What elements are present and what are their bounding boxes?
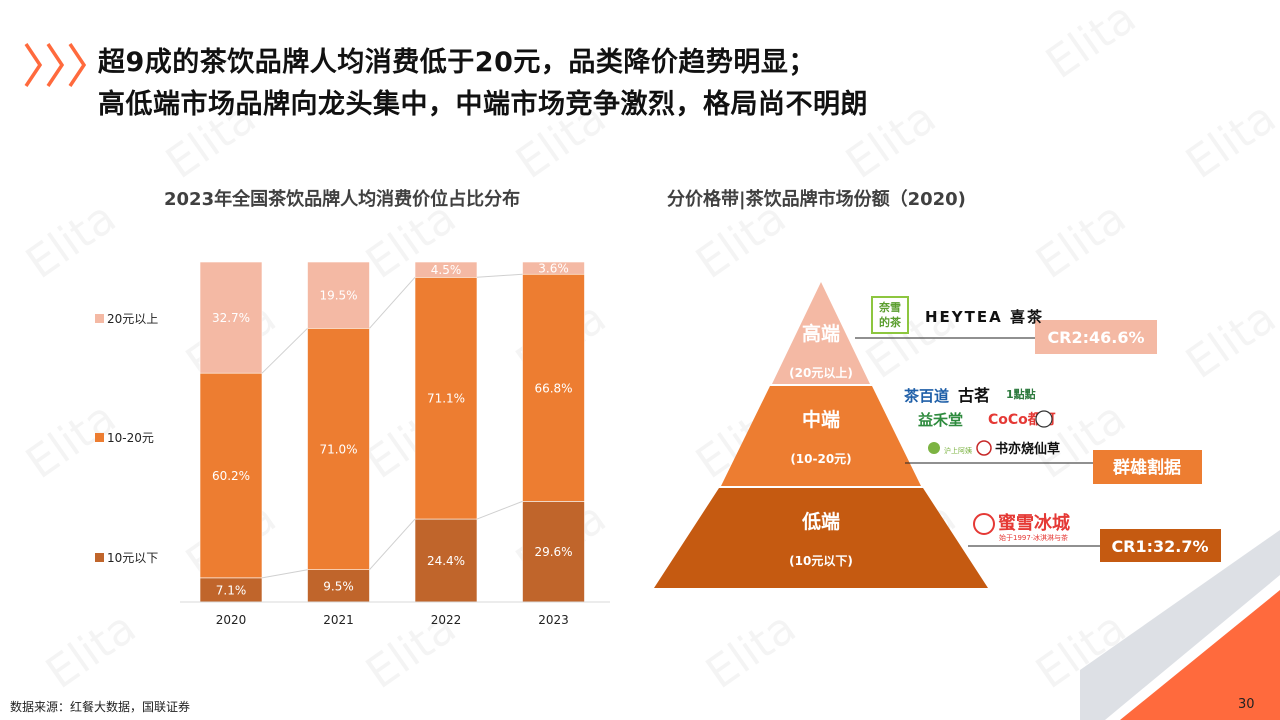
- bar-segment: [522, 501, 585, 603]
- series-connector: [369, 276, 416, 329]
- data-source: 数据来源：红餐大数据，国联证券: [10, 700, 191, 714]
- x-tick-label: 2023: [538, 613, 569, 627]
- series-connector: [476, 500, 523, 520]
- bar-chart-title: 2023年全国茶饮品牌人均消费价位占比分布: [164, 189, 521, 210]
- bar-segment: [307, 569, 370, 603]
- data-label: 3.6%: [538, 262, 569, 276]
- x-tick-label: 2021: [323, 613, 354, 627]
- series-connector: [369, 518, 416, 571]
- x-tick-label: 2020: [216, 613, 247, 627]
- legend-label: 20元以上: [107, 312, 158, 326]
- brand-shuyi: 书亦烧仙草: [995, 441, 1060, 457]
- data-label: 19.5%: [319, 289, 357, 303]
- price-tier-pyramid: 高端 (20元以上) 中端 (10-20元) 低端 (10元以下) CR2:46…: [654, 282, 1221, 588]
- page-number: 30: [1238, 697, 1255, 712]
- tier-mid-range: (10-20元): [790, 452, 851, 466]
- data-label: 9.5%: [323, 579, 354, 593]
- data-label: 71.0%: [319, 443, 357, 457]
- data-label: 29.6%: [534, 545, 572, 559]
- data-label: 32.7%: [212, 311, 250, 325]
- brand-mixue: 蜜雪冰城: [998, 512, 1070, 534]
- legend-swatch: [95, 433, 104, 442]
- series-connector: [261, 569, 308, 579]
- brand-yihetang: 益禾堂: [918, 411, 963, 429]
- data-label: 24.4%: [427, 554, 465, 568]
- tag-cr2: [1035, 320, 1157, 354]
- bar-segment: [307, 261, 370, 329]
- legend-swatch: [95, 553, 104, 562]
- data-label: 4.5%: [431, 263, 462, 277]
- tag-fragmented-text: 群雄割据: [1113, 457, 1181, 478]
- pyramid-title: 分价格带|茶饮品牌市场份额（2020): [667, 189, 966, 210]
- series-connector: [476, 273, 523, 278]
- page-title: 超9成的茶饮品牌人均消费低于20元，品类降价趋势明显； 高低端市场品牌向龙头集中…: [98, 42, 868, 126]
- svg-text:的茶: 的茶: [879, 315, 902, 329]
- bar-segment: [414, 518, 478, 603]
- bar-segment: [199, 261, 263, 374]
- brand-logo-nayuki: [871, 296, 909, 334]
- x-tick-label: 2022: [431, 613, 462, 627]
- bar-segment: [522, 273, 585, 502]
- tag-cr1-text: CR1:32.7%: [1111, 537, 1208, 556]
- stacked-bar-chart: 7.1% 60.2% 32.7% 2020 9.5% 71.0% 19.5% 2021 24.4…: [95, 261, 610, 627]
- brand-mixue-sub: 始于1997·冰淇淋与茶: [999, 533, 1068, 542]
- tag-cr1: [1100, 529, 1221, 562]
- brand-mixue-mascot: [973, 513, 995, 535]
- tier-low-range: (10元以下): [789, 554, 853, 568]
- svg-text:奈雪: 奈雪: [878, 300, 901, 314]
- data-label: 60.2%: [212, 469, 250, 483]
- bar-segment: [414, 276, 478, 520]
- pyramid-tier-mid: [721, 386, 921, 486]
- brand-coco-mascot: [1035, 410, 1053, 428]
- watermark-text: Elita: [1037, 0, 1145, 89]
- corner-decoration: [1080, 530, 1280, 720]
- legend-label: 10-20元: [107, 431, 154, 445]
- bar-segment: [307, 328, 370, 570]
- brand-hushang: 沪上阿姨: [944, 446, 972, 455]
- pyramid-tier-low: [654, 488, 988, 588]
- tier-low-name: 低端: [801, 510, 840, 533]
- tier-high-name: 高端: [802, 322, 840, 345]
- brand-guming: 古茗: [958, 386, 990, 405]
- bar-segment: [522, 261, 585, 275]
- data-label: 71.1%: [427, 392, 465, 406]
- title-line-1: 超9成的茶饮品牌人均消费低于20元，品类降价趋势明显；: [98, 47, 816, 78]
- bar-segment: [199, 577, 263, 603]
- tag-fragmented: [1093, 450, 1202, 484]
- watermark-text: Elita: [1177, 92, 1280, 189]
- brand-diandian: 1點點: [1006, 387, 1036, 401]
- tag-cr2-text: CR2:46.6%: [1047, 328, 1144, 347]
- data-label: 66.8%: [534, 381, 572, 395]
- brand-heytea: HEYTEA 喜茶: [925, 308, 1044, 326]
- brand-shuyi-icon: [976, 440, 992, 456]
- data-label: 7.1%: [216, 583, 247, 597]
- bar-segment: [199, 372, 263, 579]
- tier-high-range: (20元以上): [789, 365, 853, 380]
- title-line-2: 高低端市场品牌向龙头集中，中端市场竞争激烈，格局尚不明朗: [98, 89, 868, 120]
- series-connector: [261, 327, 308, 374]
- pyramid-tier-high: [772, 282, 870, 384]
- bar-segment: [414, 261, 478, 278]
- chevron-icon: [24, 43, 87, 87]
- legend-swatch: [95, 314, 104, 323]
- tier-mid-name: 中端: [802, 408, 840, 431]
- watermark-text: Elita: [697, 602, 805, 699]
- brand-chabaidao: 茶百道: [904, 387, 949, 405]
- legend-label: 10元以下: [107, 551, 158, 565]
